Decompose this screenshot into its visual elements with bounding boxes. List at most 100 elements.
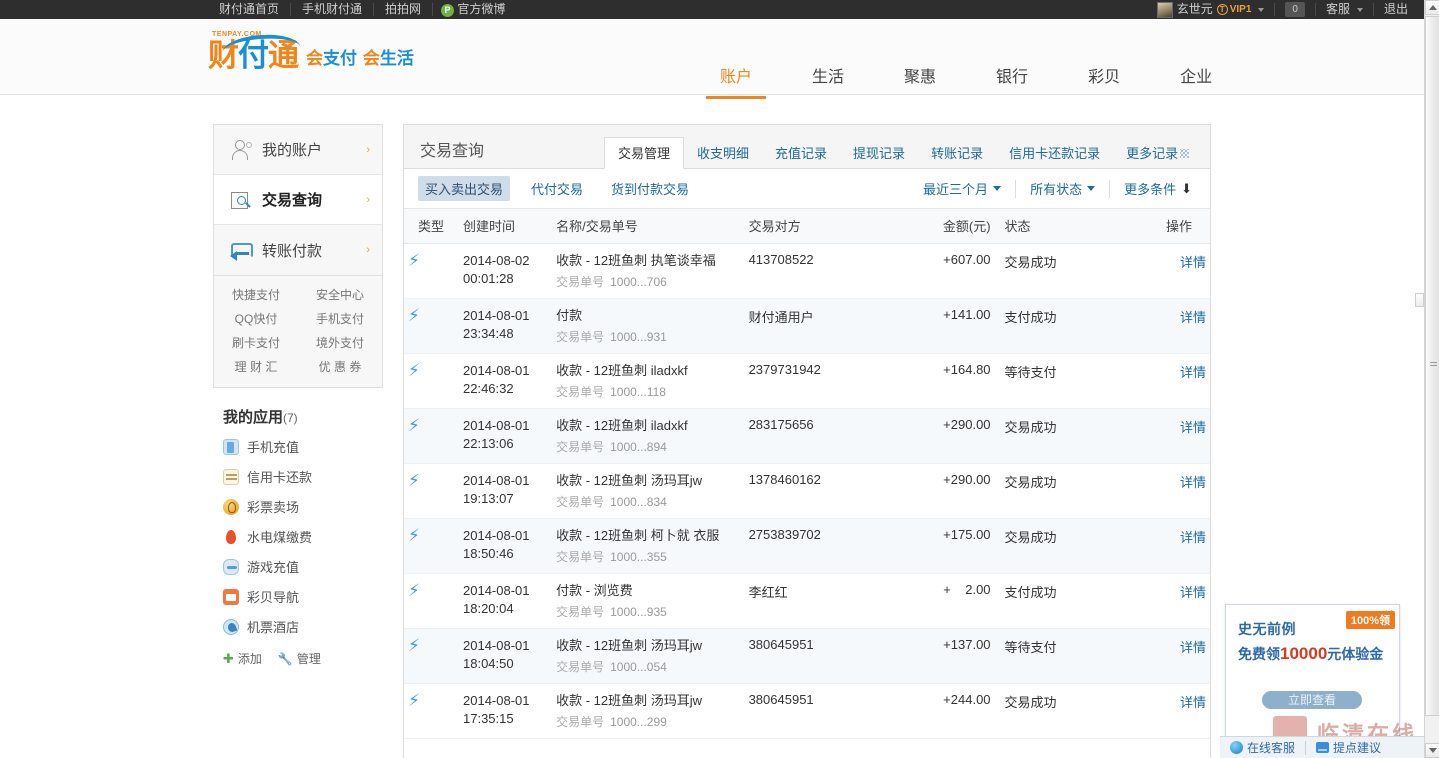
app-item-lottery[interactable]: 彩票卖场 (223, 497, 383, 516)
vertical-scrollbar[interactable] (1424, 0, 1439, 758)
chevron-down-icon (1087, 186, 1096, 191)
status-filter[interactable]: 所有状态 (1016, 179, 1111, 198)
row-name: 收款 - 12班鱼刺 汤玛耳jw (556, 692, 702, 708)
cell-amount: +175.00 (903, 518, 1001, 574)
sidebar-link-qq-pay[interactable]: QQ快付 (234, 312, 278, 326)
row-date: 2014-08-01 (463, 307, 530, 323)
tab-withdrawal-records[interactable]: 提现记录 (853, 146, 906, 161)
table-row[interactable]: ⚡ 2014-08-01 18:50:46 收款 - 12班鱼刺 柯卜就 衣服 … (404, 518, 1210, 574)
app-item-game-recharge[interactable]: 游戏充值 (223, 557, 383, 576)
sidebar-item-transfer-payment[interactable]: 转账付款 › (214, 225, 382, 275)
sidebar-link-overseas-pay[interactable]: 境外支付 (315, 336, 364, 350)
tab-more-records[interactable]: 更多记录 (1113, 139, 1202, 169)
add-app-button[interactable]: ✚ 添加 (223, 650, 262, 667)
detail-link[interactable]: 详情 (1179, 309, 1206, 325)
nav-item-caibei[interactable]: 彩贝 (1088, 69, 1121, 86)
table-row[interactable]: ⚡ 2014-08-01 22:46:32 收款 - 12班鱼刺 iladxkf… (404, 353, 1210, 409)
horizontal-scroll-marker[interactable] (1415, 293, 1424, 307)
topbar-link-paipai[interactable]: 拍拍网 (374, 3, 434, 16)
nav-item-life[interactable]: 生活 (812, 69, 845, 86)
nav-item-juhui[interactable]: 聚惠 (904, 69, 937, 86)
manage-apps-button[interactable]: 🔧 管理 (278, 650, 321, 667)
more-conditions-filter[interactable]: 更多条件 ⬇ (1110, 180, 1196, 198)
table-row[interactable]: ⚡ 2014-08-01 19:13:07 收款 - 12班鱼刺 汤玛耳jw 交… (404, 463, 1210, 519)
order-number: 1000...834 (610, 494, 667, 509)
detail-link[interactable]: 详情 (1179, 584, 1206, 600)
logout-button[interactable]: 退出 (1374, 3, 1424, 16)
topbar-link-mobile-tenpay[interactable]: 手机财付通 (291, 3, 375, 16)
scroll-down-button[interactable] (1425, 743, 1439, 758)
table-row[interactable]: ⚡ 2014-08-01 23:34:48 付款 交易单号 1000...931 … (404, 298, 1210, 354)
app-item-flight-hotel[interactable]: 机票酒店 (223, 617, 383, 636)
my-apps-heading: 我的应用 (223, 409, 284, 426)
app-item-utility-bill[interactable]: 水电煤缴费 (223, 527, 383, 546)
date-range-filter[interactable]: 最近三个月 (909, 179, 1017, 198)
scroll-up-button[interactable] (1425, 0, 1439, 15)
tab-credit-card-repay-records[interactable]: 信用卡还款记录 (1009, 146, 1101, 161)
cell-operation: 详情 (1138, 683, 1210, 739)
detail-link[interactable]: 详情 (1179, 639, 1206, 655)
detail-link[interactable]: 详情 (1179, 419, 1206, 435)
app-item-caibei-nav[interactable]: 彩贝导航 (223, 587, 383, 606)
nav-item-account[interactable]: 账户 (702, 55, 770, 99)
feedback-button[interactable]: 提点建议 (1306, 741, 1391, 755)
message-counter[interactable]: 0 (1275, 2, 1316, 17)
topbar-link-official-weibo[interactable]: P 官方微博 (433, 3, 516, 17)
sidebar-link-coupon[interactable]: 优 惠 券 (318, 360, 362, 374)
cell-amount: +290.00 (903, 463, 1001, 519)
nav-item-bank[interactable]: 银行 (996, 69, 1029, 86)
app-item-credit-card-repay[interactable]: 信用卡还款 (223, 467, 383, 486)
table-row[interactable]: ⚡ 2014-08-01 22:13:06 收款 - 12班鱼刺 iladxkf… (404, 408, 1210, 464)
cell-created-time: 2014-08-01 23:34:48 (459, 298, 553, 354)
detail-link[interactable]: 详情 (1179, 474, 1206, 490)
detail-link[interactable]: 详情 (1179, 529, 1206, 545)
tab-transfer-records[interactable]: 转账记录 (931, 146, 984, 161)
scrollbar-thumb[interactable] (1425, 16, 1439, 716)
cell-name-order: 收款 - 12班鱼刺 iladxkf 交易单号 1000...118 (552, 353, 745, 409)
cell-amount: +164.80 (903, 353, 1001, 409)
customer-service-menu[interactable]: 客服 (1316, 3, 1374, 16)
app-item-phone-recharge[interactable]: 手机充值 (223, 437, 383, 456)
sidebar-link-security[interactable]: 安全中心 (315, 288, 364, 302)
tab-recharge-records[interactable]: 充值记录 (775, 146, 828, 161)
logo[interactable]: TENPAY.COM 财付通 会支付 会生活 (208, 31, 414, 73)
app-item-label: 机票酒店 (247, 620, 300, 635)
subtab-buy-sell-transactions[interactable]: 买入卖出交易 (418, 176, 511, 201)
promo-cta-button[interactable]: 立即查看 (1262, 691, 1362, 709)
cell-type: ⚡ (404, 408, 459, 464)
vip-level-label: VIP1 (1229, 4, 1252, 15)
row-order: 交易单号 1000...054 (556, 658, 741, 675)
sidebar-link-quick-pay[interactable]: 快捷支付 (231, 288, 280, 302)
tab-income-expense-detail[interactable]: 收支明细 (697, 146, 750, 161)
detail-link[interactable]: 详情 (1179, 364, 1206, 380)
nav-item-enterprise[interactable]: 企业 (1180, 69, 1213, 86)
chevron-up-icon (1428, 5, 1437, 10)
cell-created-time: 2014-08-01 22:13:06 (459, 408, 553, 464)
cell-operation: 详情 (1138, 573, 1210, 629)
sidebar-link-mobile-pay[interactable]: 手机支付 (315, 312, 364, 326)
table-row[interactable]: ⚡ 2014-08-01 18:20:04 付款 - 浏览费 交易单号 1000.… (404, 573, 1210, 629)
sidebar-item-my-account[interactable]: 我的账户 › (214, 125, 382, 175)
tab-transaction-management[interactable]: 交易管理 (604, 137, 685, 169)
online-service-button[interactable]: 在线客服 (1220, 740, 1307, 755)
sidebar-link-wealth[interactable]: 理 财 汇 (234, 360, 278, 374)
lightning-bolt-icon: ⚡ (408, 635, 420, 655)
sidebar-item-transaction-query[interactable]: 交易查询 › (214, 175, 382, 225)
order-number: 1000...054 (610, 659, 667, 674)
sidebar-link-card-pay[interactable]: 刷卡支付 (231, 336, 280, 350)
topbar-link-tenpay-home[interactable]: 财付通首页 (208, 3, 292, 16)
table-row[interactable]: ⚡ 2014-08-01 17:35:15 收款 - 12班鱼刺 汤玛耳jw 交… (404, 683, 1210, 739)
slogan-part-3: 会 (362, 49, 380, 69)
lightning-bolt-icon: ⚡ (408, 690, 420, 710)
order-label: 交易单号 (556, 714, 605, 729)
table-body: ⚡ 2014-08-02 00:01:28 收款 - 12班鱼刺 执笔谈幸福 交… (404, 243, 1210, 739)
user-profile-menu[interactable]: 玄世元 T VIP1 (1147, 1, 1276, 18)
table-row[interactable]: ⚡ 2014-08-02 00:01:28 收款 - 12班鱼刺 执笔谈幸福 交… (404, 243, 1210, 299)
detail-link[interactable]: 详情 (1179, 694, 1206, 710)
subtab-agent-payment[interactable]: 代付交易 (531, 182, 584, 197)
table-row[interactable]: ⚡ 2014-08-01 18:04:50 收款 - 12班鱼刺 汤玛耳jw 交… (404, 628, 1210, 684)
status-filter-label: 所有状态 (1030, 182, 1083, 197)
order-label: 交易单号 (556, 274, 605, 289)
subtab-cod-transactions[interactable]: 货到付款交易 (611, 182, 690, 197)
detail-link[interactable]: 详情 (1179, 254, 1206, 270)
